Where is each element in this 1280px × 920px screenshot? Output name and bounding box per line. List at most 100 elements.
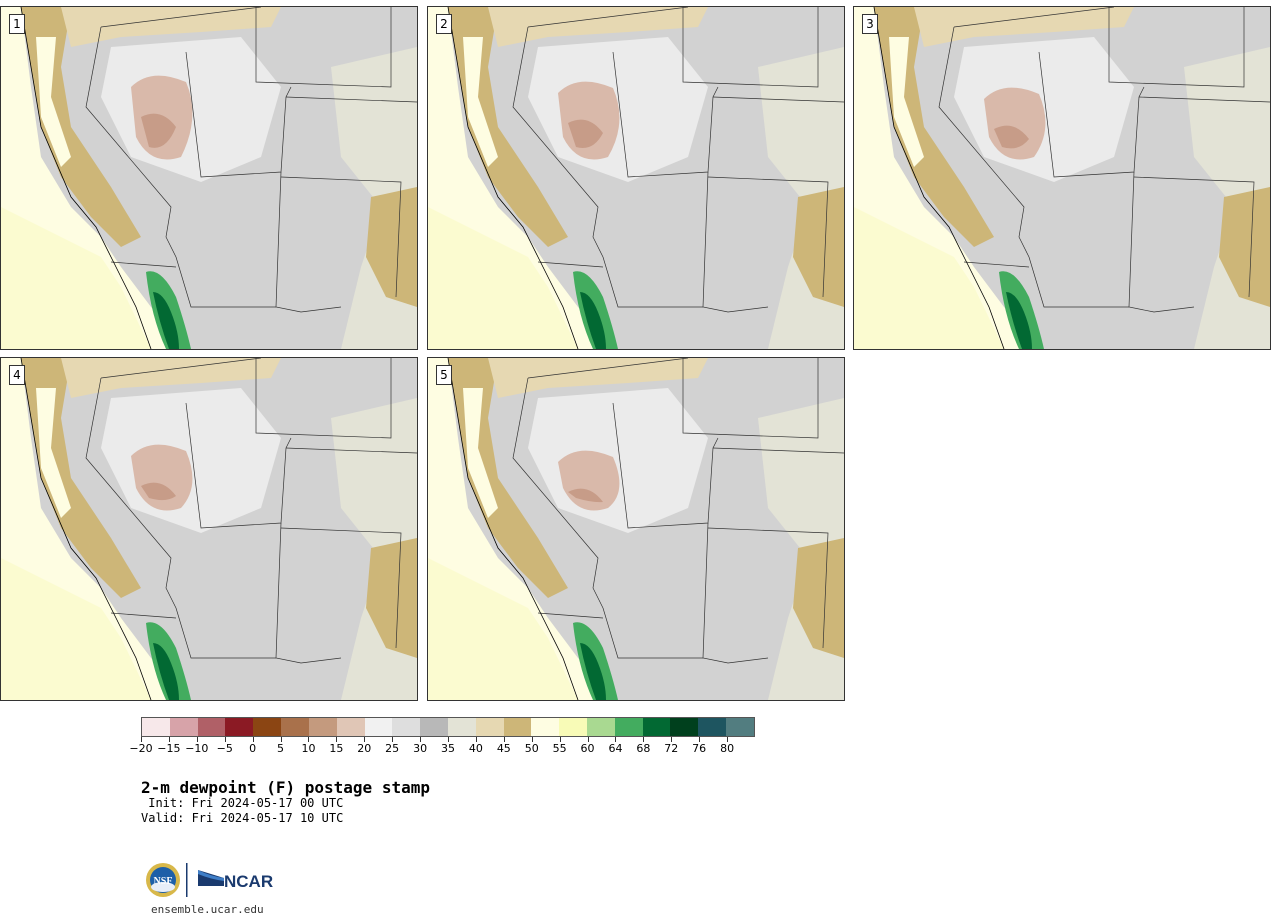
colorbar xyxy=(141,717,755,737)
state-border xyxy=(85,26,177,258)
dewpoint-map xyxy=(1,358,417,700)
colorbar-segment xyxy=(447,718,476,736)
colorbar-segment xyxy=(698,718,727,736)
colorbar-tick xyxy=(168,737,170,742)
colorbar-tick xyxy=(559,737,561,742)
state-border xyxy=(602,607,703,659)
init-time: Init: Fri 2024-05-17 00 UTC xyxy=(141,796,344,810)
very-dry-region xyxy=(141,113,176,148)
colorbar-segment xyxy=(336,718,365,736)
colorbar-segment xyxy=(614,718,643,736)
colorbar-tick-label: 72 xyxy=(664,742,679,755)
state-border xyxy=(702,171,769,313)
very-dry-region xyxy=(994,125,1029,149)
state-border xyxy=(712,96,844,103)
state-border xyxy=(682,7,819,88)
map-panel-5: 5 xyxy=(427,357,845,701)
state-border xyxy=(953,7,1115,28)
state-border xyxy=(938,26,1030,258)
colorbar-segment xyxy=(475,718,504,736)
colorbar-tick xyxy=(336,737,338,742)
colorbar-tick-label: 0 xyxy=(249,742,257,755)
central-valley xyxy=(36,37,71,167)
moist-plains-region xyxy=(1219,187,1270,307)
colorbar-segment xyxy=(197,718,226,736)
chart-title: 2-m dewpoint (F) postage stamp xyxy=(141,778,430,797)
panel-number: 4 xyxy=(9,365,25,385)
colorbar-tick-label: 45 xyxy=(496,742,511,755)
northern-band xyxy=(914,7,1134,47)
colorbar-segment xyxy=(225,718,254,736)
state-border xyxy=(512,377,604,609)
colorbar-tick xyxy=(448,737,449,742)
colorbar-tick-label: 76 xyxy=(692,742,707,755)
central-valley xyxy=(463,37,498,167)
coastline xyxy=(873,7,1005,349)
ncar-logo-icon: NCAR xyxy=(198,870,273,891)
state-border xyxy=(702,522,769,664)
very-dry-region xyxy=(568,119,603,149)
map-panel-1: 1 xyxy=(0,6,418,350)
map-panel-3: 3 xyxy=(853,6,1271,350)
state-border xyxy=(682,358,819,439)
central-valley xyxy=(36,388,71,518)
state-border xyxy=(280,527,402,649)
valid-time: Valid: Fri 2024-05-17 10 UTC xyxy=(141,811,344,825)
international-border xyxy=(537,261,604,268)
very-dry-region xyxy=(568,488,603,503)
colorbar-segment xyxy=(587,718,615,736)
state-border xyxy=(175,607,276,659)
colorbar-tick-label: 20 xyxy=(357,742,372,755)
state-border xyxy=(255,358,392,439)
colorbar-tick xyxy=(727,737,729,742)
colorbar-tick xyxy=(224,737,226,742)
site-url: ensemble.ucar.edu xyxy=(151,903,264,916)
nsf-logo-icon: NSF xyxy=(146,863,180,897)
colorbar-tick xyxy=(643,737,645,742)
state-border xyxy=(275,522,342,664)
dry-region xyxy=(984,87,1046,160)
northern-band xyxy=(61,358,281,398)
colorbar-ticks: −20 −15 −10 −5 0 5 10 15 20 25 30 35 40 45 50 55 60 64 68 7… xyxy=(129,737,755,757)
state-border xyxy=(1108,7,1245,88)
moist-plains-region xyxy=(793,187,844,307)
dewpoint-map xyxy=(428,358,844,700)
coastline xyxy=(447,358,579,700)
colorbar-tick xyxy=(141,737,142,742)
international-border xyxy=(110,261,177,268)
colorbar-tick xyxy=(364,737,366,742)
colorbar-segment xyxy=(169,718,198,736)
colorbar-segment xyxy=(420,718,448,736)
state-border xyxy=(512,26,604,258)
panel-number: 3 xyxy=(862,14,878,34)
state-border xyxy=(602,256,703,308)
coastline xyxy=(20,358,152,700)
colorbar-segment xyxy=(726,718,754,736)
colorbar-tick-label: 30 xyxy=(413,742,428,755)
state-border xyxy=(255,7,392,88)
state-border xyxy=(712,447,844,454)
colorbar-segment xyxy=(642,718,671,736)
moist-plains-region xyxy=(793,538,844,658)
colorbar-tick-label: −15 xyxy=(157,742,181,755)
northern-band xyxy=(488,358,708,398)
state-border xyxy=(1128,171,1195,313)
moist-plains-region xyxy=(366,187,417,307)
state-border xyxy=(285,96,417,103)
ocean-humid-region xyxy=(1,558,151,700)
state-border xyxy=(175,256,276,308)
map-panel-2: 2 xyxy=(427,6,845,350)
colorbar-tick-label: 60 xyxy=(580,742,595,755)
state-border xyxy=(527,7,689,28)
colorbar-tick-label: −10 xyxy=(185,742,209,755)
state-border xyxy=(100,358,262,379)
colorbar-tick-label: 15 xyxy=(329,742,344,755)
state-border xyxy=(100,7,262,28)
state-border xyxy=(280,176,402,298)
colorbar-tick xyxy=(503,737,505,742)
northern-band xyxy=(61,7,281,47)
central-valley xyxy=(889,37,924,167)
colorbar-tick xyxy=(699,737,701,742)
colorbar-segment xyxy=(392,718,421,736)
state-border xyxy=(707,176,829,298)
